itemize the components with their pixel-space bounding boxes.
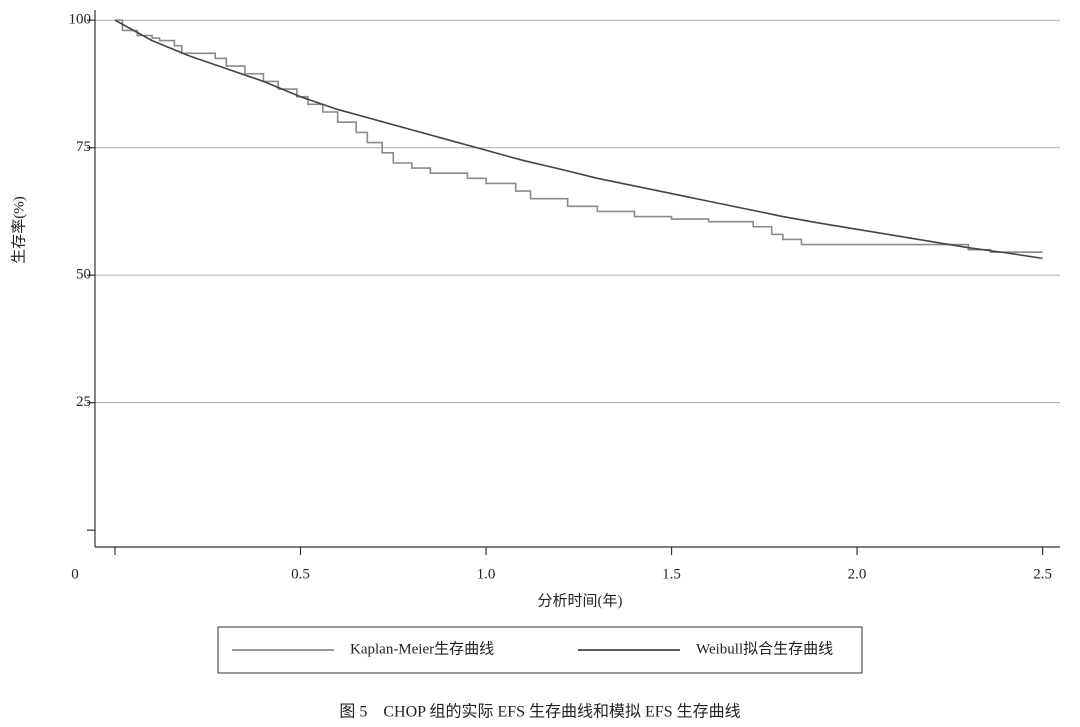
- legend-label: Weibull拟合生存曲线: [696, 640, 833, 657]
- y-tick-label: 25: [76, 394, 91, 410]
- data-line: [115, 19, 1043, 254]
- y-tick-label: 50: [76, 267, 91, 283]
- x-axis-label: 分析时间(年): [538, 592, 623, 609]
- x-tick-label: 2.0: [848, 566, 867, 582]
- data-line: [114, 19, 1043, 260]
- y-axis-label: 生存率(%): [10, 196, 27, 264]
- x-tick-label: 0.5: [291, 566, 310, 582]
- x-tick-label: 1.0: [477, 566, 496, 582]
- caption: 图 5 CHOP 组的实际 EFS 生存曲线和模拟 EFS 生存曲线: [339, 703, 740, 721]
- y-tick-label: 75: [76, 139, 91, 155]
- y-tick-label: 100: [69, 12, 92, 28]
- x-tick-label: 1.5: [662, 566, 681, 582]
- legend-label: Kaplan-Meier生存曲线: [350, 640, 494, 657]
- legend-box: [217, 626, 863, 674]
- x-tick-label: 2.5: [1033, 566, 1052, 582]
- x-tick-label: 0: [71, 566, 79, 582]
